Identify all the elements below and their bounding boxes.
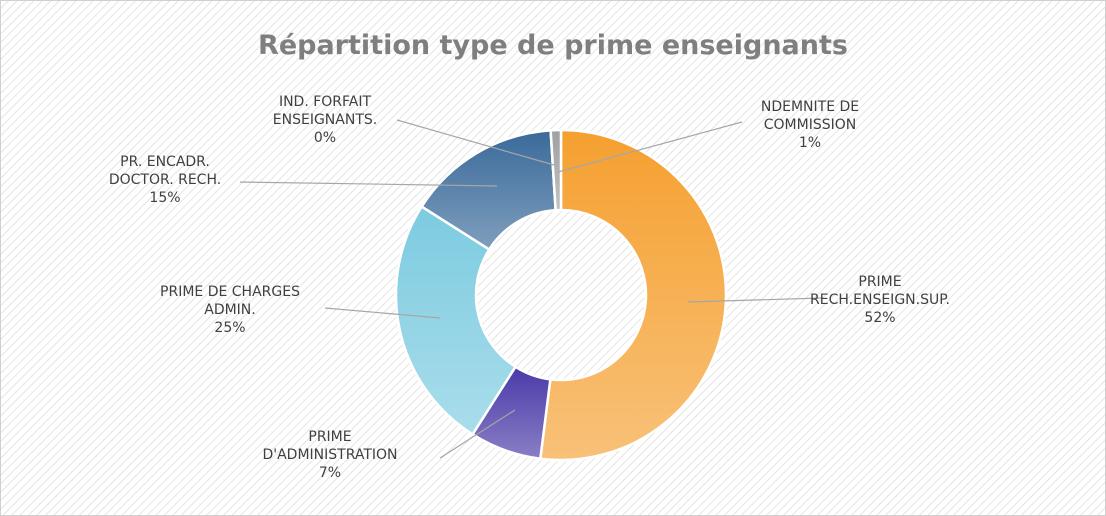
- category-label: PRIME RECH.ENSEIGN.SUP.: [810, 274, 950, 308]
- category-label: IND. FORFAIT ENSEIGNANTS.: [272, 94, 378, 128]
- data-label: PRIME RECH.ENSEIGN.SUP. 52%: [810, 273, 950, 327]
- leader-line: [687, 297, 823, 303]
- data-label: IND. FORFAIT ENSEIGNANTS. 0%: [273, 93, 377, 147]
- chart-title: Répartition type de prime enseignants: [258, 30, 848, 61]
- data-label: PRIME D'ADMINISTRATION 7%: [262, 428, 397, 482]
- data-label: PR. ENCADR. DOCTOR. RECH. 15%: [109, 153, 221, 207]
- category-label: NDEMNITE DE COMMISSION: [760, 99, 860, 133]
- value-label: 15%: [149, 190, 181, 206]
- data-label: PRIME DE CHARGES ADMIN. 25%: [160, 283, 300, 337]
- leader-line: [324, 307, 441, 319]
- value-label: 1%: [798, 135, 822, 151]
- category-label: PRIME D'ADMINISTRATION: [262, 429, 398, 463]
- value-label: 7%: [318, 465, 342, 481]
- category-label: PRIME DE CHARGES ADMIN.: [160, 284, 300, 318]
- category-label: PR. ENCADR. DOCTOR. RECH.: [108, 154, 222, 188]
- leader-line: [396, 119, 555, 166]
- data-label: NDEMNITE DE COMMISSION 1%: [761, 98, 859, 152]
- value-label: 25%: [214, 320, 246, 336]
- leader-line: [439, 409, 516, 459]
- value-label: 0%: [313, 130, 337, 146]
- value-label: 52%: [864, 310, 896, 326]
- leader-line: [239, 181, 498, 187]
- leader-line: [557, 121, 743, 173]
